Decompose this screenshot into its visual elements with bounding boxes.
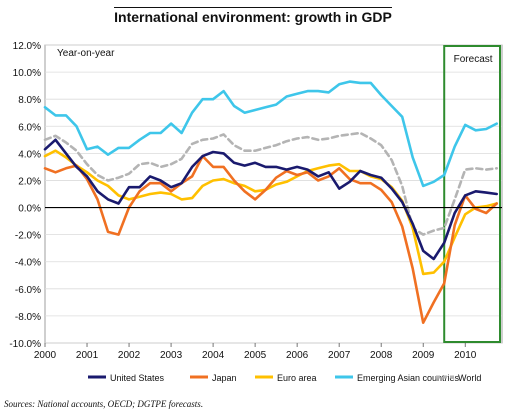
y-tick-label: 10.0% — [13, 68, 41, 79]
y-tick-label: -8.0% — [15, 312, 41, 323]
series-line-emerging-asian-countries — [43, 80, 498, 188]
x-tick-label: 2004 — [202, 350, 225, 361]
y-tick-label: -6.0% — [15, 285, 41, 296]
x-tick-label: 2009 — [412, 350, 435, 361]
forecast-label: Forecast — [454, 54, 493, 65]
y-tick-label: -10.0% — [9, 339, 41, 350]
x-tick-label: 2005 — [244, 350, 267, 361]
x-tick-label: 2010 — [454, 350, 477, 361]
plot-frame — [44, 44, 503, 344]
y-tick-label: 12.0% — [13, 41, 41, 52]
legend-label: World — [458, 373, 481, 383]
y-tick-label: -4.0% — [15, 258, 41, 269]
y-tick-label: -2.0% — [15, 231, 41, 242]
legend-label: Emerging Asian countries — [357, 373, 460, 383]
x-tick-label: 2002 — [118, 350, 141, 361]
source-note: Sources: National accounts, OECD; DGTPE … — [4, 399, 204, 409]
year-on-year-label: Year-on-year — [57, 48, 115, 59]
x-tick-label: 2001 — [76, 350, 99, 361]
series-line-japan — [43, 154, 498, 324]
legend-label: Japan — [212, 373, 237, 383]
legend-label: Euro area — [277, 373, 317, 383]
chart-title: International environment: growth in GDP — [114, 7, 392, 25]
x-tick-label: 2007 — [328, 350, 351, 361]
y-tick-label: 4.0% — [18, 149, 41, 160]
y-tick-label: 2.0% — [18, 176, 41, 187]
x-tick-label: 2000 — [34, 350, 57, 361]
series-line-world — [43, 131, 498, 236]
forecast-box — [443, 45, 501, 343]
y-tick-label: 6.0% — [18, 122, 41, 133]
x-tick-label: 2008 — [370, 350, 393, 361]
series-line-euro-area — [43, 149, 498, 276]
x-tick-label: 2006 — [286, 350, 309, 361]
y-tick-label: 0.0% — [18, 204, 41, 215]
x-tick-label: 2003 — [160, 350, 183, 361]
y-tick-label: 8.0% — [18, 95, 41, 106]
series-line-united-states — [43, 138, 498, 261]
legend-label: United States — [110, 373, 165, 383]
